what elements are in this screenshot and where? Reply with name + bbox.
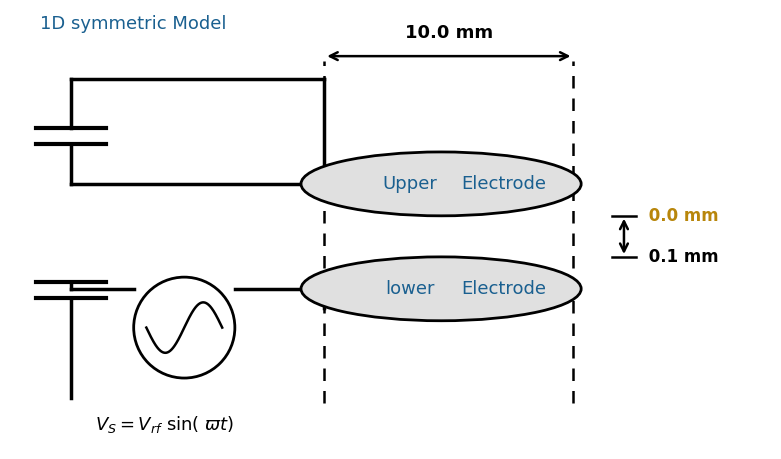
Text: $V_S = V_{rf}\ \sin(\ \varpi t)$: $V_S = V_{rf}\ \sin(\ \varpi t)$: [95, 414, 234, 435]
Ellipse shape: [134, 277, 235, 378]
Text: Upper: Upper: [383, 175, 437, 193]
Text: Electrode: Electrode: [461, 280, 546, 298]
Text: 10.0 mm: 10.0 mm: [405, 24, 493, 42]
Text: Electrode: Electrode: [461, 175, 546, 193]
Text: 1D symmetric Model: 1D symmetric Model: [41, 15, 226, 33]
Ellipse shape: [301, 152, 581, 216]
Text: lower: lower: [385, 280, 435, 298]
Text: 0.0 mm: 0.0 mm: [644, 207, 719, 225]
Ellipse shape: [301, 257, 581, 321]
Text: 0.1 mm: 0.1 mm: [644, 248, 719, 266]
